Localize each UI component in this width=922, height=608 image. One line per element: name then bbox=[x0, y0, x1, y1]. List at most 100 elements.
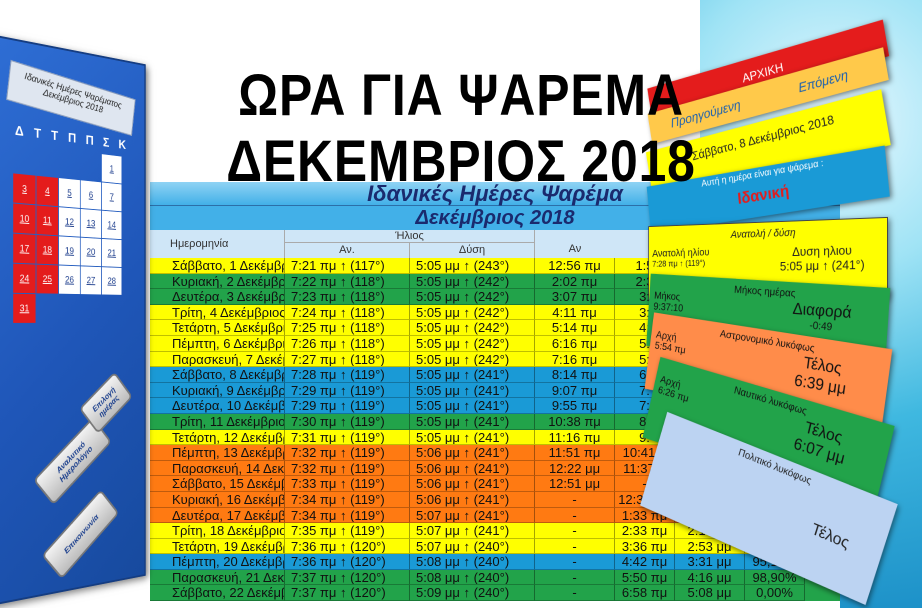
cell-m2: 6:58 πμ bbox=[615, 585, 675, 601]
cell-rise: 7:21 πμ ↑ (117°) bbox=[285, 258, 410, 274]
cell-m1: 9:07 πμ bbox=[535, 383, 615, 399]
cell-date: Πέμπτη, 6 Δεκέμβριος 2018 bbox=[150, 336, 285, 352]
cell-date: Παρασκευή, 21 Δεκέμβριος 2018 bbox=[150, 570, 285, 586]
cell-set: 5:05 μμ ↑ (241°) bbox=[410, 367, 535, 383]
cell-rise: 7:37 πμ ↑ (120°) bbox=[285, 570, 410, 586]
cell-date: Παρασκευή, 14 Δεκέμβριος 2018 bbox=[150, 461, 285, 477]
cell-set: 5:07 μμ ↑ (240°) bbox=[410, 539, 535, 555]
cell-date: Κυριακή, 16 Δεκέμβριος 2018 bbox=[150, 492, 285, 508]
calendar-day[interactable]: 31 bbox=[13, 294, 35, 323]
calendar-day[interactable]: 3 bbox=[13, 173, 35, 204]
cell-set: 5:05 μμ ↑ (242°) bbox=[410, 320, 535, 336]
col-sun-caption: Ήλιος bbox=[285, 230, 534, 243]
cell-m1: 12:22 μμ bbox=[535, 461, 615, 477]
calendar-day[interactable]: 24 bbox=[13, 264, 35, 294]
calendar-day[interactable]: 28 bbox=[102, 267, 122, 295]
cell-date: Δευτέρα, 17 Δεκέμβριος 2018 bbox=[150, 508, 285, 524]
calendar-day[interactable]: 10 bbox=[13, 203, 35, 233]
cell-date: Κυριακή, 2 Δεκέμβριος 2018 bbox=[150, 274, 285, 290]
cell-rise: 7:24 πμ ↑ (118°) bbox=[285, 305, 410, 321]
col-moon: Αν bbox=[535, 230, 615, 258]
cell-m1: 7:16 πμ bbox=[535, 352, 615, 368]
col-sun: Ήλιος Αν. Δύση bbox=[285, 230, 535, 258]
cell-m1: 6:16 πμ bbox=[535, 336, 615, 352]
cell-rise: 7:32 πμ ↑ (119°) bbox=[285, 461, 410, 477]
cell-rise: 7:31 πμ ↑ (119°) bbox=[285, 430, 410, 446]
cell-date: Πέμπτη, 13 Δεκέμβριος 2018 bbox=[150, 445, 285, 461]
cell-date: Παρασκευή, 7 Δεκέμβριος 2018 bbox=[150, 352, 285, 368]
cell-date: Τετάρτη, 12 Δεκέμβριος 2018 bbox=[150, 430, 285, 446]
cell-m1: - bbox=[535, 554, 615, 570]
cell-rise: 7:29 πμ ↑ (119°) bbox=[285, 383, 410, 399]
cell-rise: 7:33 πμ ↑ (119°) bbox=[285, 476, 410, 492]
cell-m1: 11:16 πμ bbox=[535, 430, 615, 446]
cell-date: Τρίτη, 4 Δεκέμβριος 2018 bbox=[150, 305, 285, 321]
cell-date: Σάββατο, 8 Δεκέμβριος 2018 bbox=[150, 367, 285, 383]
calendar-blank bbox=[13, 143, 35, 174]
cell-date: Τρίτη, 11 Δεκέμβριος 2018 bbox=[150, 414, 285, 430]
cell-rise: 7:34 πμ ↑ (119°) bbox=[285, 492, 410, 508]
headline-line1: ΩΡΑ ΓΙΑ ΨΑΡΕΜΑ bbox=[65, 62, 858, 129]
cell-rise: 7:25 πμ ↑ (118°) bbox=[285, 320, 410, 336]
cell-rise: 7:22 πμ ↑ (118°) bbox=[285, 274, 410, 290]
cell-rise: 7:37 πμ ↑ (120°) bbox=[285, 585, 410, 601]
sunrise-value: 7:28 πμ ↑ (119°) bbox=[652, 257, 762, 269]
calendar-blank bbox=[36, 146, 58, 177]
cell-m1: - bbox=[535, 523, 615, 539]
cell-rise: 7:32 πμ ↑ (119°) bbox=[285, 445, 410, 461]
cell-set: 5:06 μμ ↑ (241°) bbox=[410, 461, 535, 477]
cell-set: 5:05 μμ ↑ (242°) bbox=[410, 336, 535, 352]
cell-m1: 8:14 πμ bbox=[535, 367, 615, 383]
calendar-day[interactable]: 12 bbox=[59, 207, 80, 236]
calendar-day[interactable]: 25 bbox=[36, 265, 58, 294]
calendar-day[interactable]: 19 bbox=[59, 236, 80, 265]
cell-m1: 5:14 πμ bbox=[535, 320, 615, 336]
weekday-label: Δ bbox=[15, 122, 24, 139]
cell-date: Σάββατο, 15 Δεκέμβριος 2018 bbox=[150, 476, 285, 492]
cell-set: 5:06 μμ ↑ (241°) bbox=[410, 445, 535, 461]
cell-rise: 7:27 πμ ↑ (118°) bbox=[285, 352, 410, 368]
calendar-day[interactable]: 17 bbox=[13, 234, 35, 264]
cell-rise: 7:36 πμ ↑ (120°) bbox=[285, 554, 410, 570]
cell-m1: - bbox=[535, 539, 615, 555]
col-sunset: Δύση bbox=[410, 243, 534, 258]
cell-set: 5:05 μμ ↑ (241°) bbox=[410, 383, 535, 399]
cell-set: 5:08 μμ ↑ (240°) bbox=[410, 554, 535, 570]
sunset-value: 5:05 μμ ↑ (241°) bbox=[763, 257, 883, 274]
calendar-day[interactable]: 26 bbox=[59, 265, 80, 294]
cell-rise: 7:23 πμ ↑ (118°) bbox=[285, 289, 410, 305]
cell-set: 5:09 μμ ↑ (240°) bbox=[410, 585, 535, 601]
cell-m1: 10:38 πμ bbox=[535, 414, 615, 430]
cell-m1: 9:55 πμ bbox=[535, 398, 615, 414]
cell-date: Τετάρτη, 19 Δεκέμβριος 2018 bbox=[150, 539, 285, 555]
calendar-day[interactable]: 11 bbox=[36, 205, 58, 235]
cell-rise: 7:30 πμ ↑ (119°) bbox=[285, 414, 410, 430]
calendar-day[interactable]: 4 bbox=[36, 176, 58, 206]
cell-set: 5:05 μμ ↑ (241°) bbox=[410, 414, 535, 430]
cell-set: 5:06 μμ ↑ (241°) bbox=[410, 492, 535, 508]
cell-set: 5:07 μμ ↑ (241°) bbox=[410, 508, 535, 524]
cell-date: Σάββατο, 1 Δεκέμβριος 2018 bbox=[150, 258, 285, 274]
cell-set: 5:05 μμ ↑ (242°) bbox=[410, 305, 535, 321]
calendar-day[interactable]: 21 bbox=[102, 239, 122, 267]
cell-set: 5:05 μμ ↑ (242°) bbox=[410, 289, 535, 305]
col-sunrise: Αν. bbox=[285, 243, 410, 258]
calendar-day[interactable]: 27 bbox=[81, 266, 101, 294]
calendar-day[interactable]: 20 bbox=[81, 238, 101, 267]
cell-set: 5:05 μμ ↑ (241°) bbox=[410, 398, 535, 414]
calendar-day[interactable]: 13 bbox=[81, 209, 101, 238]
calendar-day[interactable]: 14 bbox=[102, 211, 122, 240]
cell-m1: - bbox=[535, 585, 615, 601]
calendar-day[interactable]: 18 bbox=[36, 235, 58, 265]
cell-date: Δευτέρα, 3 Δεκέμβριος 2018 bbox=[150, 289, 285, 305]
cell-date: Τετάρτη, 5 Δεκέμβριος 2018 bbox=[150, 320, 285, 336]
headline-line2: ΔΕΚΕΜΒΡΙΟΣ 2018 bbox=[65, 128, 858, 195]
cell-m1: - bbox=[535, 492, 615, 508]
cell-rise: 7:35 πμ ↑ (119°) bbox=[285, 523, 410, 539]
cell-set: 5:05 μμ ↑ (243°) bbox=[410, 258, 535, 274]
col-date: Ημερομηνία bbox=[150, 230, 285, 258]
cell-m1: 2:02 πμ bbox=[535, 274, 615, 290]
weekday-label: Τ bbox=[51, 127, 58, 143]
cell-m1: 4:11 πμ bbox=[535, 305, 615, 321]
cell-set: 5:05 μμ ↑ (241°) bbox=[410, 430, 535, 446]
